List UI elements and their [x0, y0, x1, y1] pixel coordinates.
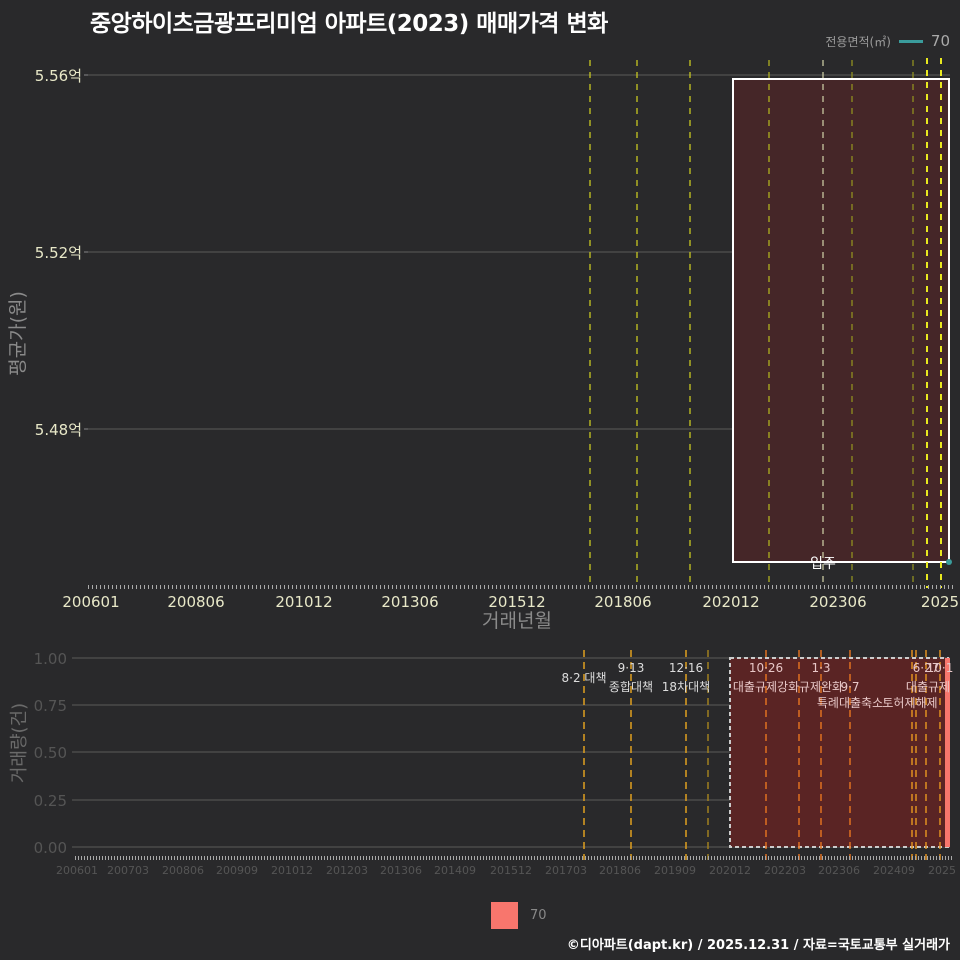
svg-text:9·13: 9·13 — [618, 661, 645, 675]
svg-text:200601: 200601 — [62, 593, 119, 611]
chart-title: 중앙하이츠금광프리미엄 아파트(2023) 매매가격 변화 — [90, 11, 608, 37]
svg-text:202409: 202409 — [873, 864, 915, 877]
svg-text:5.52억: 5.52억 — [35, 244, 82, 262]
svg-text:201012: 201012 — [271, 864, 313, 877]
svg-text:202306: 202306 — [818, 864, 860, 877]
volume-legend: 70 — [491, 902, 547, 929]
svg-text:200703: 200703 — [107, 864, 149, 877]
price-y-axis-title: 평균가(원) — [6, 291, 29, 376]
price-chart: 입주 5.56억 5.52억 5.48억 200601 200806 20101… — [35, 58, 959, 611]
svg-text:201512: 201512 — [488, 593, 545, 611]
svg-text:9·7: 9·7 — [840, 680, 859, 694]
svg-text:201409: 201409 — [434, 864, 476, 877]
svg-text:0.00: 0.00 — [34, 839, 67, 857]
svg-text:0.75: 0.75 — [34, 697, 67, 715]
svg-text:18차대책: 18차대책 — [662, 679, 710, 694]
svg-text:8·2 대책: 8·2 대책 — [562, 670, 607, 685]
svg-text:6·27: 6·27 — [913, 661, 940, 675]
svg-text:201512: 201512 — [490, 864, 532, 877]
legend-swatch-icon — [491, 902, 518, 929]
svg-text:202203: 202203 — [764, 864, 806, 877]
svg-text:5.48억: 5.48억 — [35, 421, 82, 439]
volume-y-axis-title: 거래량(건) — [9, 702, 31, 784]
svg-text:201306: 201306 — [381, 593, 438, 611]
svg-text:1.00: 1.00 — [34, 650, 67, 668]
svg-text:대출규제: 대출규제 — [906, 680, 950, 694]
area-legend: 전용면적(㎡) 70 — [825, 32, 950, 50]
svg-text:202012: 202012 — [709, 864, 751, 877]
move-in-period-box — [732, 78, 950, 563]
svg-text:200806: 200806 — [167, 593, 224, 611]
svg-text:202306: 202306 — [809, 593, 866, 611]
svg-text:200806: 200806 — [162, 864, 204, 877]
svg-text:200909: 200909 — [216, 864, 258, 877]
svg-text:특례대출축소: 특례대출축소 — [817, 696, 883, 710]
svg-text:토허제해제: 토허제해제 — [882, 696, 937, 710]
svg-text:12·16: 12·16 — [669, 661, 703, 675]
legend-line-icon — [898, 39, 923, 43]
svg-text:201306: 201306 — [380, 864, 422, 877]
svg-text:201203: 201203 — [326, 864, 368, 877]
svg-text:201806: 201806 — [594, 593, 651, 611]
svg-text:2025: 2025 — [921, 593, 959, 611]
legend-value: 70 — [530, 908, 547, 923]
svg-text:0.25: 0.25 — [34, 792, 67, 810]
svg-text:입주: 입주 — [810, 556, 836, 572]
price-x-axis-title: 거래년월 — [482, 610, 552, 632]
svg-text:201703: 201703 — [545, 864, 587, 877]
svg-text:10·26: 10·26 — [749, 661, 783, 675]
source-footer: ©디아파트(dapt.kr) / 2025.12.31 / 자료=국토교통부 실… — [566, 938, 950, 953]
svg-text:202012: 202012 — [702, 593, 759, 611]
svg-text:종합대책: 종합대책 — [609, 679, 653, 694]
legend-title: 전용면적(㎡) — [825, 34, 891, 49]
svg-text:대출규제강화: 대출규제강화 — [733, 680, 799, 694]
svg-text:201806: 201806 — [599, 864, 641, 877]
svg-text:규제완화: 규제완화 — [799, 680, 843, 694]
svg-text:5.56억: 5.56억 — [35, 67, 82, 85]
svg-text:10·1: 10·1 — [927, 661, 954, 675]
legend-value: 70 — [930, 32, 950, 50]
svg-text:201909: 201909 — [654, 864, 696, 877]
volume-bar — [945, 658, 950, 847]
svg-text:1·3: 1·3 — [811, 661, 830, 675]
svg-text:2025: 2025 — [928, 864, 956, 877]
svg-text:200601: 200601 — [56, 864, 98, 877]
svg-text:201012: 201012 — [275, 593, 332, 611]
svg-text:0.50: 0.50 — [34, 744, 67, 762]
volume-chart: 8·2 대책 9·13 종합대책 12·16 18차대책 10·26 대출규제강… — [34, 650, 956, 877]
